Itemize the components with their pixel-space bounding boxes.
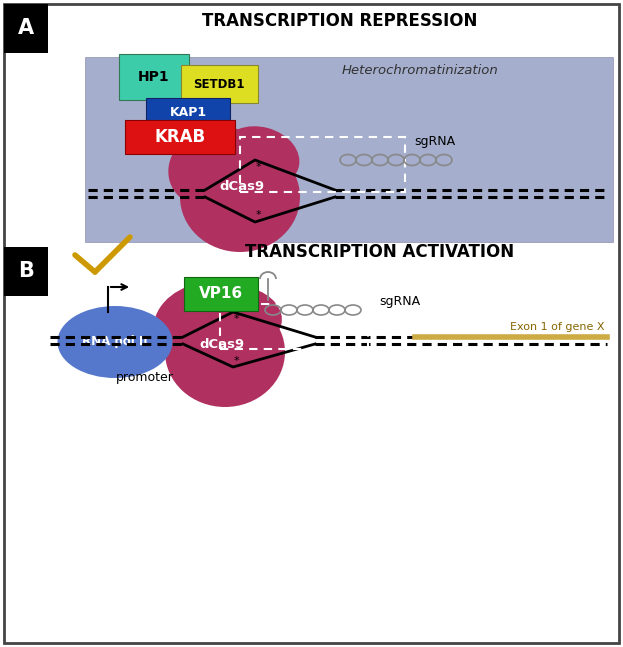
Text: KRAB: KRAB [155, 128, 206, 146]
Text: *: * [233, 356, 239, 366]
Ellipse shape [168, 126, 262, 208]
Text: B: B [18, 261, 34, 281]
Text: Exon 1 of gene X: Exon 1 of gene X [510, 322, 604, 332]
Text: TRANSCRIPTION REPRESSION: TRANSCRIPTION REPRESSION [202, 12, 478, 30]
Ellipse shape [180, 142, 300, 252]
Ellipse shape [57, 306, 173, 378]
FancyBboxPatch shape [181, 65, 258, 103]
Text: VP16: VP16 [199, 287, 243, 302]
Text: RNA pol II: RNA pol II [82, 336, 148, 349]
Text: A: A [18, 18, 34, 38]
Ellipse shape [153, 283, 247, 361]
Text: TRANSCRIPTION ACTIVATION: TRANSCRIPTION ACTIVATION [245, 243, 515, 261]
Text: promoter: promoter [116, 371, 174, 384]
Ellipse shape [165, 297, 285, 407]
Text: dCas9: dCas9 [219, 181, 265, 193]
Text: *: * [233, 314, 239, 324]
Text: dCas9: dCas9 [199, 338, 245, 351]
Bar [220, 304, 368, 349]
FancyBboxPatch shape [119, 54, 189, 100]
Bar [4, 247, 48, 296]
FancyBboxPatch shape [146, 98, 230, 126]
FancyBboxPatch shape [184, 277, 258, 311]
Text: *: * [255, 210, 261, 220]
FancyBboxPatch shape [125, 120, 235, 154]
Text: HP1: HP1 [138, 70, 170, 84]
Text: sgRNA: sgRNA [379, 296, 421, 309]
Text: KAP1: KAP1 [169, 105, 207, 118]
Ellipse shape [221, 126, 300, 188]
Text: SETDB1: SETDB1 [193, 78, 245, 91]
Ellipse shape [208, 287, 282, 344]
Text: *: * [255, 162, 261, 172]
Bar [85, 57, 613, 242]
Text: sgRNA: sgRNA [414, 135, 455, 149]
Text: Heterochromatinization: Heterochromatinization [341, 65, 498, 78]
Bar [4, 4, 48, 53]
Bar [240, 137, 405, 192]
